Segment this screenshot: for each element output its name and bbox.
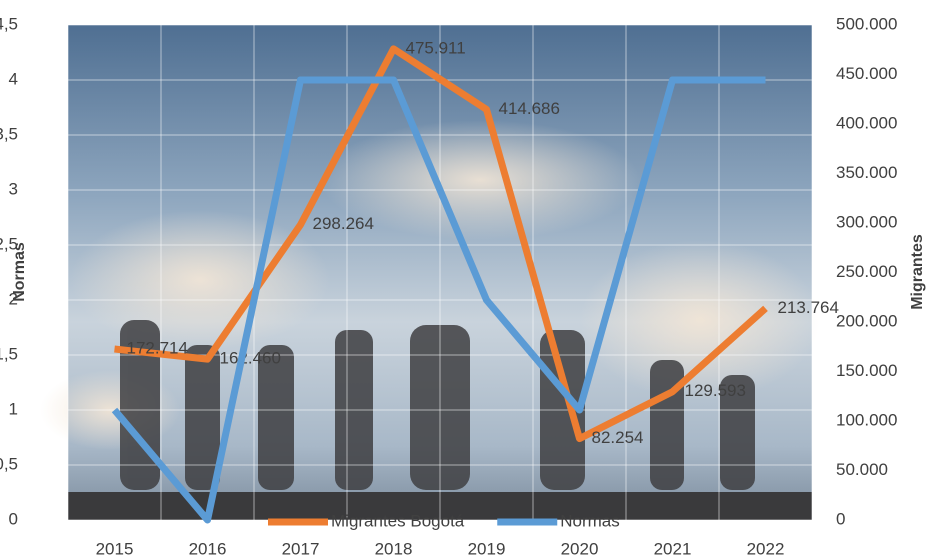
x-tick-label: 2018 — [375, 539, 413, 558]
y2-tick-label: 400.000 — [836, 113, 897, 132]
x-tick-label: 2015 — [96, 539, 134, 558]
y-tick-label: 3,5 — [0, 124, 18, 143]
data-label: 298.264 — [313, 214, 374, 233]
y2-tick-label: 350.000 — [836, 163, 897, 182]
y2-tick-label: 450.000 — [836, 64, 897, 83]
y-tick-label: 4 — [9, 69, 18, 88]
y-tick-label: 2,5 — [0, 234, 18, 253]
y-tick-label: 4,5 — [0, 14, 18, 33]
y2-tick-label: 250.000 — [836, 262, 897, 281]
data-label: 172.714 — [127, 338, 188, 357]
y2-tick-label: 50.000 — [836, 460, 888, 479]
y2-tick-label: 200.000 — [836, 311, 897, 330]
data-label: 414.686 — [499, 99, 560, 118]
data-label: 162.460 — [220, 349, 281, 368]
x-tick-label: 2020 — [561, 539, 599, 558]
background-photo — [40, 25, 820, 520]
y-tick-label: 0,5 — [0, 454, 18, 473]
legend-label: Normas — [560, 511, 620, 530]
x-tick-label: 2022 — [747, 539, 785, 558]
legend-label: Migrantes Bogotá — [331, 511, 465, 530]
x-tick-label: 2021 — [654, 539, 692, 558]
chart: Normas Migrantes 0 0,5 1 1,5 2 2,5 3 3,5 4 4,5 0 50… — [0, 0, 930, 560]
y-tick-label: 1,5 — [0, 344, 18, 363]
y2-tick-label: 500.000 — [836, 14, 897, 33]
x-tick-label: 2017 — [282, 539, 320, 558]
data-label: 129.593 — [685, 381, 746, 400]
data-label: 475.911 — [406, 38, 466, 57]
y-tick-label: 0 — [9, 509, 18, 528]
y-tick-label: 2 — [9, 289, 18, 308]
x-tick-label: 2019 — [468, 539, 506, 558]
y-tick-label: 1 — [9, 399, 18, 418]
y2-tick-label: 300.000 — [836, 212, 897, 231]
y2-axis-title: Migrantes — [909, 234, 926, 310]
data-label: 82.254 — [592, 428, 644, 447]
y2-tick-label: 100.000 — [836, 410, 897, 429]
data-label: 213.764 — [778, 298, 839, 317]
y2-tick-label: 150.000 — [836, 361, 897, 380]
y-tick-label: 3 — [9, 179, 18, 198]
y2-tick-label: 0 — [836, 509, 845, 528]
x-tick-label: 2016 — [189, 539, 227, 558]
